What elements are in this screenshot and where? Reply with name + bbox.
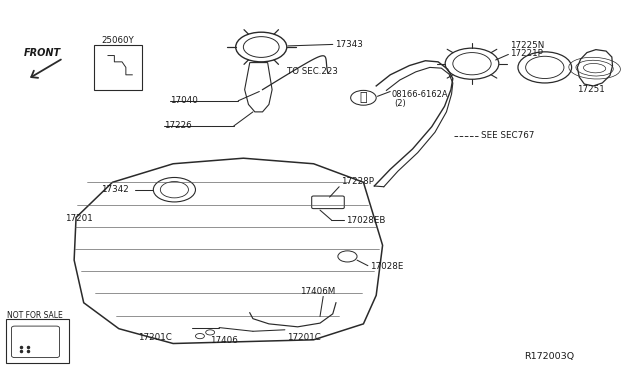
Text: 17228P: 17228P	[341, 177, 374, 186]
Text: (2): (2)	[395, 99, 406, 108]
Text: 17201C: 17201C	[287, 333, 321, 342]
Text: Ⓑ: Ⓑ	[360, 91, 367, 104]
Text: SEE SEC767: SEE SEC767	[481, 131, 534, 141]
Text: NOT FOR SALE: NOT FOR SALE	[7, 311, 63, 320]
Text: 17406M: 17406M	[300, 287, 335, 296]
Text: 17201C: 17201C	[138, 333, 172, 342]
Text: R172003Q: R172003Q	[524, 352, 575, 361]
Text: 17342: 17342	[100, 185, 129, 194]
Text: 17343: 17343	[335, 40, 363, 49]
Text: TO SEC.223: TO SEC.223	[287, 67, 338, 76]
Text: 17221P: 17221P	[510, 49, 543, 58]
Text: FRONT: FRONT	[24, 48, 61, 58]
Text: 17406: 17406	[211, 336, 238, 345]
Text: 17028EB: 17028EB	[346, 216, 385, 225]
Text: 17226: 17226	[164, 122, 191, 131]
Text: 08166-6162A: 08166-6162A	[392, 90, 448, 99]
Text: 17225N: 17225N	[511, 41, 545, 51]
Text: 17201: 17201	[65, 214, 92, 223]
Text: 17028E: 17028E	[370, 262, 403, 271]
Text: 17251: 17251	[577, 85, 605, 94]
Text: 25060Y: 25060Y	[101, 36, 134, 45]
Text: 17040: 17040	[170, 96, 198, 105]
